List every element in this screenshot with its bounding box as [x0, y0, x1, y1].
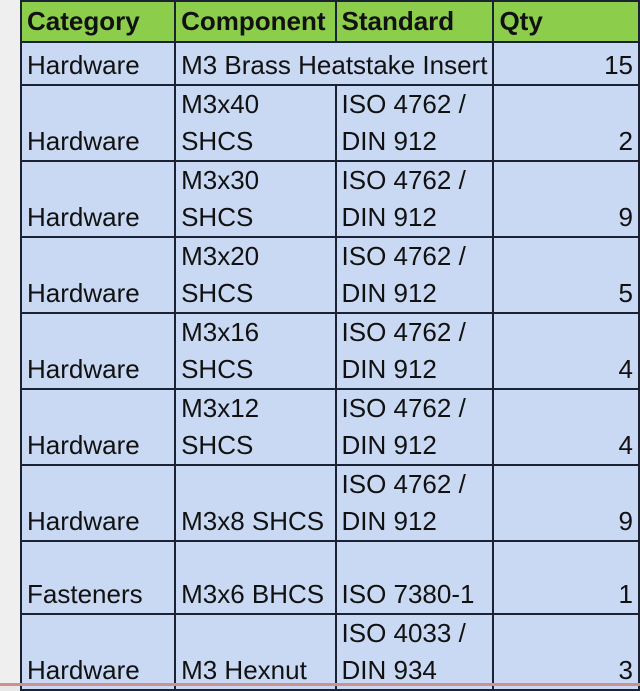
header-qty[interactable]: Qty [492, 0, 640, 43]
cell-qty[interactable]: 9 [492, 160, 640, 238]
cell-qty[interactable]: 15 [492, 41, 640, 86]
cell-standard[interactable]: ISO 4762 / DIN 912 [334, 236, 495, 314]
cell-category[interactable]: Hardware [19, 236, 177, 314]
table-row: Hardware M3x30 SHCS ISO 4762 / DIN 912 9 [19, 160, 640, 238]
cell-category[interactable]: Fasteners [19, 540, 177, 615]
cell-component[interactable]: M3x40 SHCS [174, 84, 337, 162]
cell-qty[interactable]: 5 [492, 236, 640, 314]
header-row: Category Component Standard Qty [19, 0, 640, 43]
table-row: Fasteners M3x6 BHCS ISO 7380-1 1 [19, 540, 640, 615]
cell-standard[interactable]: ISO 4762 / DIN 912 [334, 160, 495, 238]
table-row: Hardware M3x20 SHCS ISO 4762 / DIN 912 5 [19, 236, 640, 314]
cell-component[interactable]: M3 Brass Heatstake Insert [174, 41, 495, 86]
table-row: Hardware M3x16 SHCS ISO 4762 / DIN 912 4 [19, 312, 640, 390]
cell-qty[interactable]: 3 [492, 613, 640, 691]
row-border [0, 683, 640, 686]
cell-component[interactable]: M3x20 SHCS [174, 236, 337, 314]
cell-component[interactable]: M3 Hexnut [174, 613, 337, 691]
table-row: Hardware M3 Hexnut ISO 4033 / DIN 934 3 [19, 613, 640, 691]
cell-standard[interactable]: ISO 4033 / DIN 934 [334, 613, 495, 691]
bom-table: Category Component Standard Qty Hardware… [19, 0, 640, 691]
cell-category[interactable]: Hardware [19, 41, 177, 86]
cell-component[interactable]: M3x6 BHCS [174, 540, 337, 615]
cell-component[interactable]: M3x12 SHCS [174, 388, 337, 466]
cell-component[interactable]: M3x30 SHCS [174, 160, 337, 238]
cell-category[interactable]: Hardware [19, 388, 177, 466]
cell-category[interactable]: Hardware [19, 312, 177, 390]
cell-component[interactable]: M3x8 SHCS [174, 464, 337, 542]
cell-component[interactable]: M3x16 SHCS [174, 312, 337, 390]
table-row: Hardware M3 Brass Heatstake Insert 15 [19, 41, 640, 86]
cell-standard[interactable]: ISO 4762 / DIN 912 [334, 312, 495, 390]
cell-qty[interactable]: 2 [492, 84, 640, 162]
cell-qty[interactable]: 1 [492, 540, 640, 615]
row-header-gutter[interactable] [0, 0, 20, 686]
header-standard[interactable]: Standard [334, 0, 495, 43]
cell-standard[interactable]: ISO 4762 / DIN 912 [334, 84, 495, 162]
table-row: Hardware M3x12 SHCS ISO 4762 / DIN 912 4 [19, 388, 640, 466]
cell-category[interactable]: Hardware [19, 84, 177, 162]
cell-standard[interactable]: ISO 4762 / DIN 912 [334, 464, 495, 542]
cell-standard[interactable]: ISO 4762 / DIN 912 [334, 388, 495, 466]
cell-qty[interactable]: 4 [492, 312, 640, 390]
cell-category[interactable]: Hardware [19, 464, 177, 542]
table-row: Hardware M3x40 SHCS ISO 4762 / DIN 912 2 [19, 84, 640, 162]
header-category[interactable]: Category [19, 0, 177, 43]
cell-category[interactable]: Hardware [19, 160, 177, 238]
cell-standard[interactable]: ISO 7380-1 [334, 540, 495, 615]
cell-qty[interactable]: 4 [492, 388, 640, 466]
cell-qty[interactable]: 9 [492, 464, 640, 542]
table-row: Hardware M3x8 SHCS ISO 4762 / DIN 912 9 [19, 464, 640, 542]
cell-category[interactable]: Hardware [19, 613, 177, 691]
header-component[interactable]: Component [174, 0, 337, 43]
